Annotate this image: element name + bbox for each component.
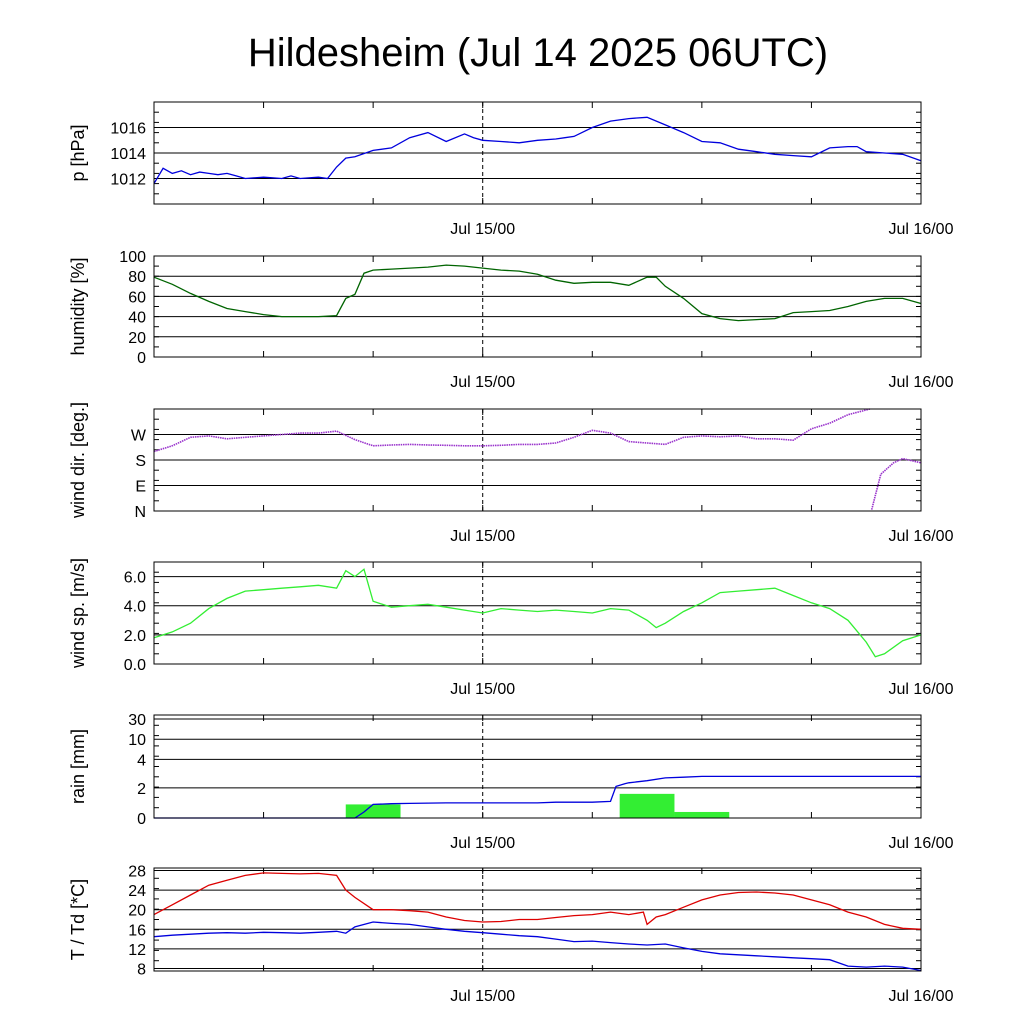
series-line-2	[153, 921, 922, 972]
series-line-1	[153, 872, 922, 930]
wind-direction-trace	[870, 457, 922, 510]
wind-direction-trace	[153, 408, 871, 453]
series-line-1	[153, 116, 922, 184]
y-tick-label: 1012	[110, 172, 146, 189]
y-tick-label: 4.0	[124, 599, 146, 616]
y-tick-label: 30	[128, 712, 146, 729]
x-tick-label: Jul 15/00	[450, 988, 515, 1005]
y-tick-label: E	[135, 479, 146, 496]
panel-frame	[153, 867, 922, 972]
x-tick-label: Jul 15/00	[450, 528, 515, 545]
y-axis-label: p [hPa]	[68, 124, 88, 181]
panel-6: 8 12 16 20 24 28 T / Td [*C] Jul 15/00 Jul 16/00	[68, 863, 954, 1005]
y-tick-label: 100	[119, 249, 146, 266]
y-tick-label: 16	[128, 922, 146, 939]
y-tick-label: 8	[137, 962, 146, 979]
rain-bar	[619, 793, 675, 818]
y-tick-label: 60	[128, 289, 146, 306]
y-tick-label: 0	[137, 350, 146, 367]
y-tick-label: 10	[128, 732, 146, 749]
y-axis-label: rain [mm]	[68, 729, 88, 804]
y-tick-label: N	[134, 504, 146, 521]
y-tick-label: 12	[128, 942, 146, 959]
panel-frame	[153, 714, 922, 819]
series-line-1	[153, 264, 922, 322]
x-tick-label: Jul 15/00	[450, 374, 515, 391]
y-tick-label: 80	[128, 269, 146, 286]
series-line-1	[154, 775, 921, 819]
y-axis-label: wind dir. [deg.]	[68, 402, 88, 519]
panel-2: 0 20 40 60 80 100 humidity [%] Jul 15/00 Jul 16/…	[68, 249, 954, 391]
x-tick-label: Jul 16/00	[889, 835, 954, 852]
x-tick-label: Jul 15/00	[450, 221, 515, 238]
y-tick-label: 20	[128, 330, 146, 347]
y-tick-label: 4	[137, 752, 146, 769]
x-tick-label: Jul 16/00	[889, 681, 954, 698]
x-tick-label: Jul 16/00	[889, 221, 954, 238]
y-tick-label: S	[135, 453, 146, 470]
x-tick-label: Jul 15/00	[450, 835, 515, 852]
y-tick-label: 40	[128, 310, 146, 327]
panel-5: 0 2 4 10 30 rain [mm] Jul 15/00 Jul 16/00	[68, 712, 954, 852]
panel-frame	[153, 101, 922, 205]
x-tick-label: Jul 16/00	[889, 528, 954, 545]
series-line-1	[153, 568, 922, 658]
panel-1: 1012 1014 1016 p [hPa] Jul 15/00 Jul 16/00	[68, 101, 954, 238]
chart-title: Hildesheim (Jul 14 2025 06UTC)	[248, 31, 828, 75]
panel-frame	[153, 255, 922, 358]
panel-frame	[153, 408, 922, 512]
y-tick-label: 6.0	[124, 570, 146, 587]
x-tick-label: Jul 16/00	[889, 374, 954, 391]
y-tick-label: 2.0	[124, 628, 146, 645]
x-tick-label: Jul 15/00	[450, 681, 515, 698]
rain-bar	[674, 811, 730, 818]
y-tick-label: 0	[137, 811, 146, 828]
y-tick-label: 20	[128, 903, 146, 920]
y-tick-label: 2	[137, 781, 146, 798]
y-tick-label: W	[131, 428, 147, 445]
panel-4: 0.0 2.0 4.0 6.0 wind sp. [m/s] Jul 15/00 Jul 1…	[68, 558, 954, 698]
y-tick-label: 1016	[110, 121, 146, 138]
y-tick-label: 0.0	[124, 657, 146, 674]
y-axis-label: T / Td [*C]	[68, 879, 88, 960]
y-axis-label: humidity [%]	[68, 257, 88, 355]
y-axis-label: wind sp. [m/s]	[68, 558, 88, 669]
y-tick-label: 24	[128, 883, 146, 900]
y-tick-label: 1014	[110, 146, 146, 163]
rain-bar	[345, 804, 401, 818]
panel-frame	[153, 561, 922, 665]
x-tick-label: Jul 16/00	[889, 988, 954, 1005]
y-tick-label: 28	[128, 863, 146, 880]
